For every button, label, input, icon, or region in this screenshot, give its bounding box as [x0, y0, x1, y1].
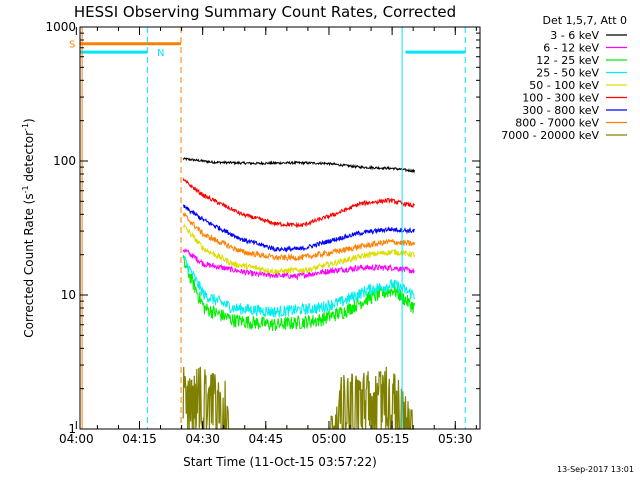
series-line-800to7000keV	[182, 211, 416, 262]
series-line-25to50keV	[183, 255, 415, 318]
chart-title: HESSI Observing Summary Count Rates, Cor…	[74, 3, 456, 21]
y-axis-label-sup1: -1	[21, 185, 30, 193]
legend-label-0: 3 - 6 keV	[550, 29, 599, 42]
legend-label-3: 25 - 50 keV	[536, 67, 599, 80]
y-axis-label: Corrected Count Rate (s-1 detector-1)	[21, 118, 36, 337]
x-axis-label: Start Time (11-Oct-15 03:57:22)	[183, 455, 377, 469]
legend-label-8: 7000 - 20000 keV	[501, 129, 599, 142]
legend-label-5: 100 - 300 keV	[522, 92, 599, 105]
x-tick-label-1: 04:15	[122, 432, 157, 446]
series-line-3to6keV	[182, 156, 416, 174]
series-line-300to800keV	[182, 204, 416, 253]
y-axis-label-part1: Corrected Count Rate (s	[22, 193, 36, 337]
flags-layer: SN	[69, 40, 466, 59]
series-line-100to300keV	[182, 177, 415, 229]
flag-label-S: S	[69, 40, 75, 51]
plot-frame	[79, 26, 481, 430]
x-tick-label-4: 05:00	[312, 432, 347, 446]
legend-header: Det 1,5,7, Att 0	[543, 14, 627, 27]
y-tick-label-1: 10	[61, 288, 76, 302]
series-line-6to12keV	[182, 248, 415, 281]
axis-ticks	[75, 26, 480, 430]
x-tick-label-2: 04:30	[185, 432, 220, 446]
x-tick-label-5: 05:15	[375, 432, 410, 446]
x-tick-label-0: 04:00	[59, 432, 94, 446]
y-axis-label-part3: )	[22, 118, 36, 123]
y-axis-label-part2: detector	[22, 131, 36, 186]
legend-label-6: 300 - 800 keV	[522, 104, 599, 117]
x-tick-label-3: 04:45	[249, 432, 284, 446]
y-tick-label-2: 100	[53, 154, 76, 168]
y-axis-label-sup2: -1	[21, 123, 30, 131]
flag-label-N: N	[157, 48, 164, 59]
date-stamp: 13-Sep-2017 13:01	[557, 465, 634, 474]
y-tick-label-0: 1	[68, 422, 76, 436]
legend-label-7: 800 - 7000 keV	[515, 117, 599, 130]
legend-label-1: 6 - 12 keV	[543, 42, 599, 55]
x-tick-label-6: 05:30	[438, 432, 473, 446]
x-axis-tick-labels: 04:00 04:15 04:30 04:45 05:00 05:15 05:30	[59, 432, 473, 446]
legend-label-4: 50 - 100 keV	[529, 79, 599, 92]
y-axis-tick-labels: 1 10 100 1000	[45, 20, 76, 436]
legend-label-2: 12 - 25 keV	[536, 54, 599, 67]
series-line-50to100keV	[182, 222, 416, 276]
y-tick-label-3: 1000	[45, 20, 76, 34]
